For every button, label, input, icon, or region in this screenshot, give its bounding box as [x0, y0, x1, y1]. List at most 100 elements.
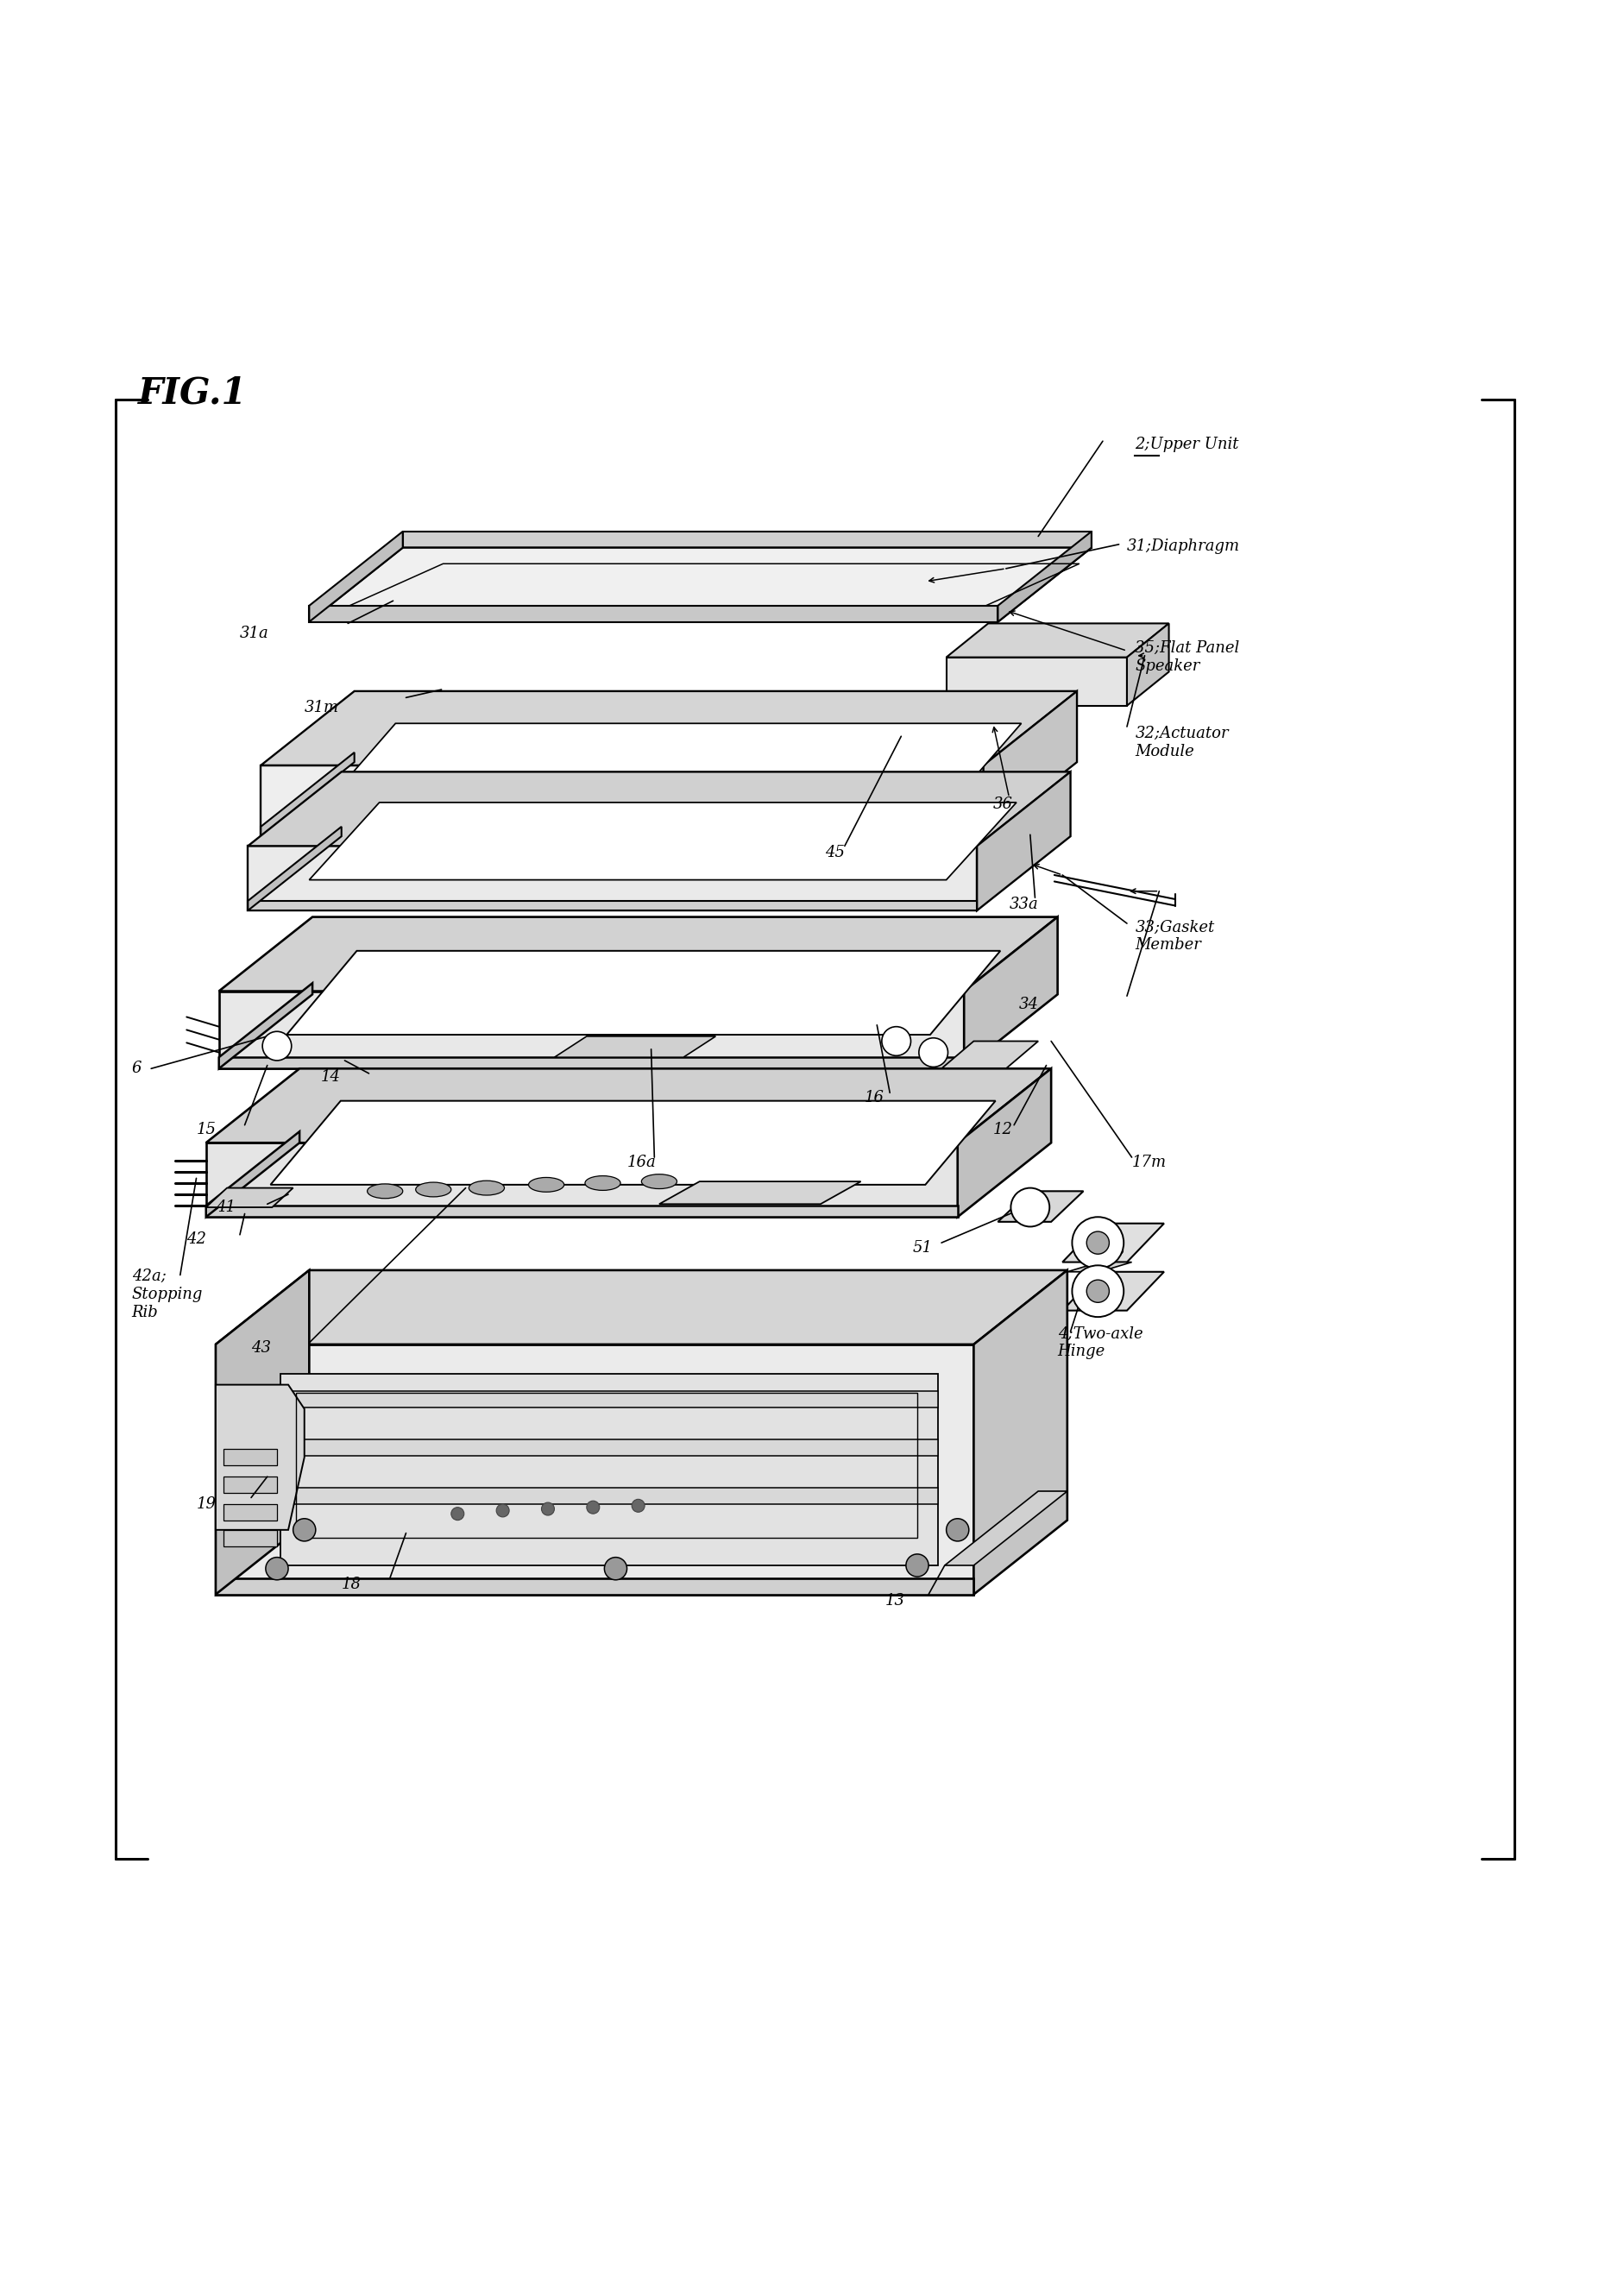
- Polygon shape: [997, 1192, 1083, 1222]
- Polygon shape: [309, 532, 403, 621]
- Polygon shape: [309, 548, 1091, 621]
- Polygon shape: [997, 532, 1091, 621]
- Ellipse shape: [469, 1180, 503, 1194]
- Polygon shape: [248, 846, 976, 910]
- Polygon shape: [973, 1270, 1067, 1595]
- Text: 13: 13: [885, 1593, 905, 1609]
- Ellipse shape: [528, 1178, 564, 1192]
- Polygon shape: [957, 1068, 1051, 1217]
- Text: 12: 12: [992, 1123, 1012, 1137]
- Circle shape: [632, 1499, 645, 1513]
- Circle shape: [266, 1556, 287, 1579]
- Polygon shape: [276, 1391, 937, 1407]
- Polygon shape: [206, 1206, 957, 1217]
- Polygon shape: [206, 1132, 299, 1217]
- Polygon shape: [403, 532, 1091, 548]
- Polygon shape: [1062, 1224, 1163, 1263]
- Polygon shape: [224, 1476, 276, 1492]
- Circle shape: [604, 1556, 627, 1579]
- Text: 32;Actuator
Module: 32;Actuator Module: [1135, 727, 1228, 759]
- Text: 2;Upper Unit: 2;Upper Unit: [1135, 435, 1239, 452]
- Ellipse shape: [367, 1185, 403, 1199]
- Text: 45: 45: [825, 846, 844, 860]
- Polygon shape: [219, 917, 1057, 990]
- Polygon shape: [963, 917, 1057, 1068]
- Polygon shape: [248, 772, 1070, 846]
- Polygon shape: [1062, 1272, 1163, 1311]
- Polygon shape: [659, 1180, 861, 1203]
- Polygon shape: [216, 1345, 973, 1595]
- Polygon shape: [224, 1529, 276, 1547]
- Circle shape: [1010, 1187, 1049, 1226]
- Polygon shape: [885, 708, 963, 722]
- Text: 19: 19: [197, 1497, 216, 1513]
- Text: 41: 41: [216, 1199, 235, 1215]
- Polygon shape: [940, 1041, 1038, 1068]
- Circle shape: [263, 1031, 291, 1061]
- Text: 33;Gasket
Member: 33;Gasket Member: [1135, 919, 1215, 953]
- Polygon shape: [945, 623, 1168, 658]
- Polygon shape: [261, 766, 983, 837]
- Polygon shape: [276, 1488, 937, 1504]
- Text: 31m: 31m: [304, 699, 339, 715]
- Polygon shape: [261, 692, 1077, 766]
- Polygon shape: [983, 692, 1077, 837]
- Polygon shape: [219, 983, 312, 1068]
- Polygon shape: [1021, 692, 1043, 736]
- Ellipse shape: [585, 1176, 620, 1190]
- Text: 35;Flat Panel
Speaker: 35;Flat Panel Speaker: [1135, 639, 1239, 674]
- Text: 42a;
Stopping
Rib: 42a; Stopping Rib: [132, 1270, 203, 1320]
- Polygon shape: [945, 708, 963, 745]
- Circle shape: [451, 1508, 464, 1520]
- Text: 34: 34: [1018, 997, 1038, 1011]
- Polygon shape: [216, 1270, 309, 1595]
- Polygon shape: [270, 1100, 996, 1185]
- Text: 6: 6: [132, 1061, 141, 1077]
- Circle shape: [1072, 1217, 1124, 1267]
- Circle shape: [945, 1520, 968, 1540]
- Polygon shape: [261, 752, 354, 837]
- Text: 51: 51: [913, 1240, 932, 1256]
- Polygon shape: [309, 802, 1017, 880]
- Polygon shape: [309, 605, 997, 621]
- Text: 16a: 16a: [627, 1155, 656, 1169]
- Text: 16: 16: [864, 1089, 883, 1105]
- Text: 17m: 17m: [1132, 1155, 1166, 1169]
- Polygon shape: [216, 1579, 973, 1595]
- Polygon shape: [224, 1504, 276, 1520]
- Circle shape: [906, 1554, 927, 1577]
- Polygon shape: [206, 1187, 292, 1208]
- Polygon shape: [248, 827, 341, 910]
- Polygon shape: [1127, 623, 1168, 706]
- Text: 43: 43: [252, 1341, 271, 1355]
- Polygon shape: [944, 1492, 1067, 1565]
- Ellipse shape: [416, 1183, 451, 1196]
- Text: FIG.1: FIG.1: [138, 376, 247, 410]
- Polygon shape: [216, 1384, 304, 1529]
- Polygon shape: [219, 1057, 963, 1068]
- Circle shape: [586, 1501, 599, 1513]
- Polygon shape: [206, 1144, 957, 1217]
- Polygon shape: [1067, 1263, 1132, 1272]
- Circle shape: [919, 1038, 947, 1068]
- Polygon shape: [248, 901, 976, 910]
- Polygon shape: [286, 951, 1000, 1034]
- Polygon shape: [885, 722, 945, 745]
- Polygon shape: [976, 772, 1070, 910]
- Polygon shape: [325, 724, 1021, 804]
- Polygon shape: [279, 1373, 937, 1565]
- Polygon shape: [206, 1068, 1051, 1144]
- Circle shape: [1072, 1265, 1124, 1318]
- Circle shape: [1086, 1231, 1109, 1254]
- Polygon shape: [554, 1036, 715, 1057]
- Text: 53: 53: [1106, 1242, 1125, 1258]
- Text: 15: 15: [197, 1123, 216, 1137]
- Text: 36: 36: [992, 795, 1012, 811]
- Text: 31;Diaphragm: 31;Diaphragm: [1127, 539, 1239, 555]
- Text: 4;Two-axle
Hinge: 4;Two-axle Hinge: [1057, 1327, 1142, 1359]
- Circle shape: [882, 1027, 911, 1057]
- Polygon shape: [219, 990, 963, 1068]
- Circle shape: [495, 1504, 508, 1517]
- Polygon shape: [216, 1270, 1067, 1345]
- Polygon shape: [968, 708, 1021, 736]
